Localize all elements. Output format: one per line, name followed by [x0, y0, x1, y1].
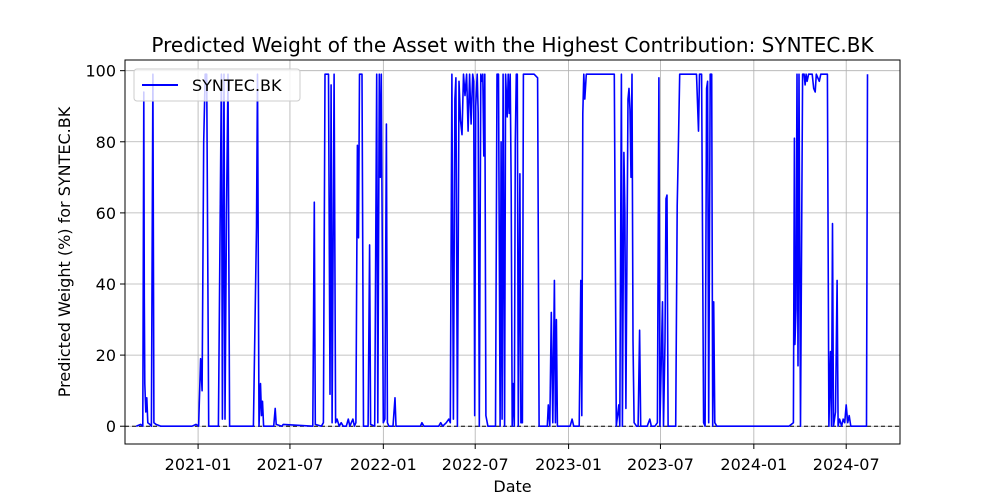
x-tick-label: 2023-07 [627, 455, 694, 474]
y-axis: 0 20 40 60 80 100 [85, 62, 125, 436]
series-line-0 [135, 73, 869, 427]
y-tick-label: 80 [96, 133, 116, 152]
y-tick-label: 40 [96, 275, 116, 294]
x-axis-label: Date [493, 477, 531, 496]
x-tick-label: 2024-07 [813, 455, 880, 474]
x-tick-label: 2024-01 [720, 455, 787, 474]
y-tick-label: 0 [106, 417, 116, 436]
y-tick-label: 100 [85, 62, 116, 81]
legend-box [133, 68, 301, 102]
legend-label: SYNTEC.BK [192, 76, 282, 95]
x-axis: 2021-01 2021-07 2022-01 2022-07 2023-01 2023-… [165, 444, 880, 474]
legend: SYNTEC.BK [133, 68, 301, 102]
series-layer [135, 73, 869, 427]
y-axis-label: Predicted Weight (%) for SYNTEC.BK [55, 106, 74, 397]
x-tick-label: 2022-01 [350, 455, 417, 474]
x-tick-label: 2023-01 [535, 455, 602, 474]
x-tick-label: 2021-07 [257, 455, 324, 474]
x-tick-label: 2021-01 [165, 455, 232, 474]
x-tick-label: 2022-07 [442, 455, 509, 474]
plot-frame [124, 59, 901, 445]
y-tick-label: 60 [96, 204, 116, 223]
y-tick-label: 20 [96, 346, 116, 365]
chart-title: Predicted Weight of the Asset with the H… [151, 33, 874, 57]
